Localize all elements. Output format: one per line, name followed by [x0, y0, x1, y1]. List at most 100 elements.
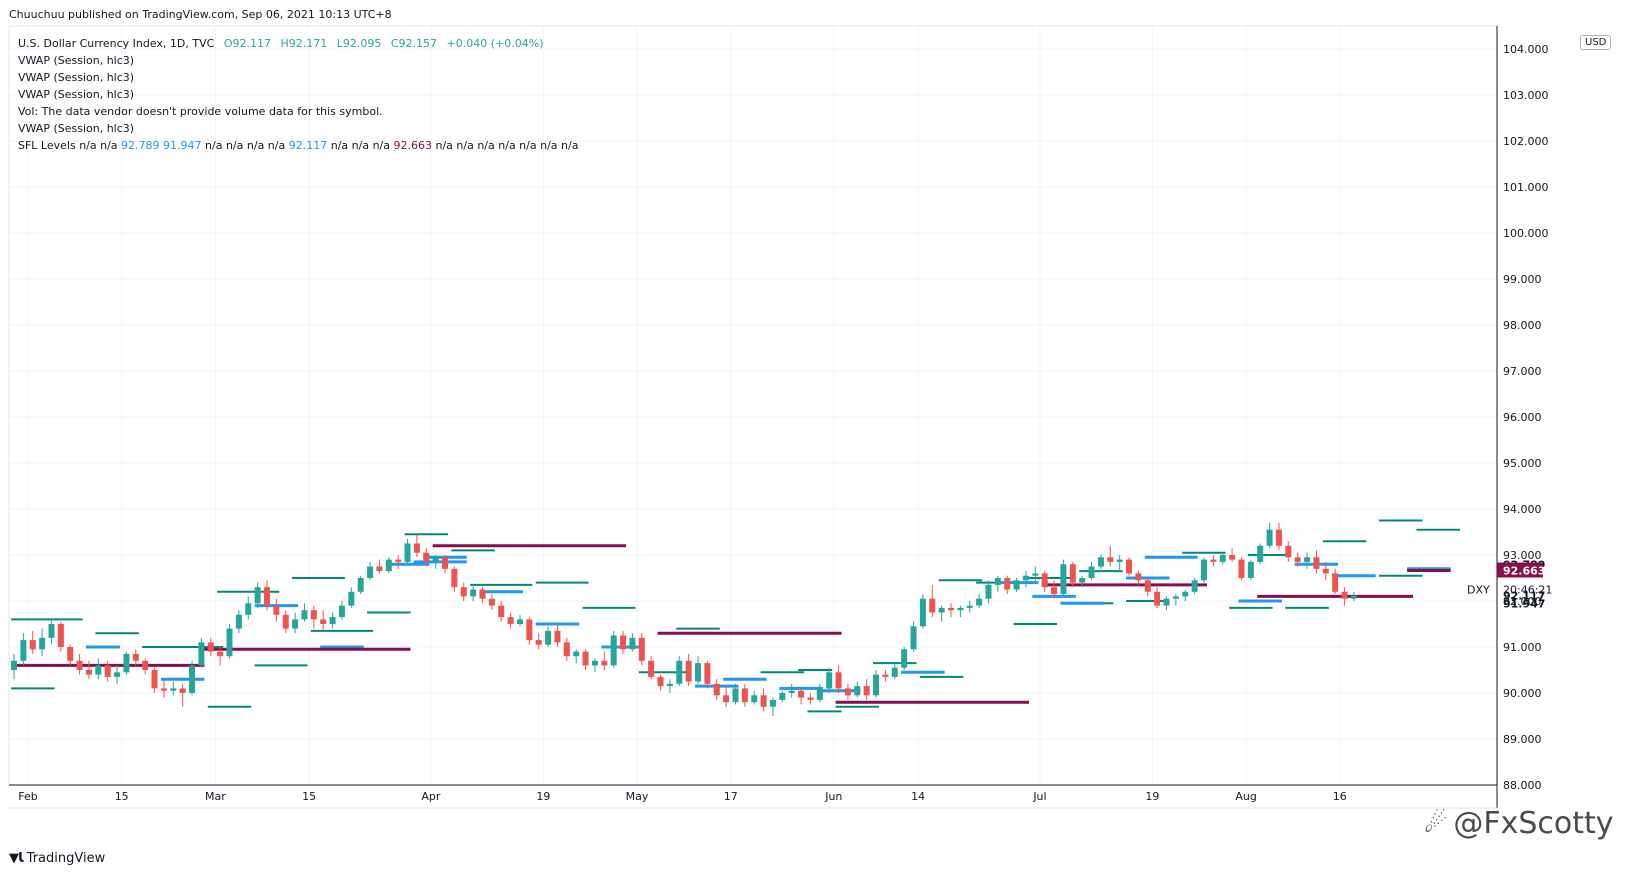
candle-body [554, 630, 561, 643]
y-tick-label: 89.000 [1503, 733, 1542, 746]
candle-body [1200, 559, 1207, 581]
sfl-value: n/a [369, 139, 390, 152]
y-tick-label: 90.000 [1503, 687, 1542, 700]
tradingview-logo[interactable]: ▼Ɩ TradingView [9, 851, 105, 866]
candle-body [1051, 587, 1058, 595]
y-tick-label: 94.000 [1503, 503, 1542, 516]
legend-vwap-4[interactable]: VWAP (Session, hlc3) [18, 122, 135, 135]
candle-body [29, 640, 36, 650]
sfl-value: n/a [536, 139, 558, 152]
x-tick-label: Jul [1032, 790, 1046, 803]
candle-body [910, 626, 917, 650]
candle-body [1088, 566, 1095, 578]
sfl-value: 92.789 [117, 139, 160, 152]
candle-body [235, 614, 242, 629]
candle-body [535, 640, 542, 645]
candle-body [57, 624, 64, 647]
candle-body [1350, 595, 1357, 599]
candle-body [976, 598, 983, 606]
candle-body [751, 695, 758, 703]
candle-body [873, 674, 880, 696]
x-tick-label: 15 [115, 790, 129, 803]
candle-body [198, 642, 205, 666]
candle-body [601, 660, 608, 666]
sfl-value: n/a [264, 139, 286, 152]
candle-body [479, 589, 486, 599]
candle-body [104, 665, 111, 677]
symbol-tag: DXY [1467, 584, 1490, 597]
x-tick-label: 14 [911, 790, 925, 803]
candle-body [282, 614, 289, 629]
publisher-line: Chuuchuu published on TradingView.com, S… [9, 8, 392, 21]
legend-vwap-3[interactable]: VWAP (Session, hlc3) [18, 88, 135, 101]
candle-body [151, 670, 158, 689]
legend-vwap-2[interactable]: VWAP (Session, hlc3) [18, 71, 135, 84]
candle-body [816, 688, 823, 700]
currency-badge[interactable]: USD [1580, 35, 1612, 50]
candle-body [1294, 557, 1301, 562]
candle-body [807, 697, 814, 700]
candle-body [1069, 564, 1076, 583]
legend-sfl-values: n/a n/a 92.789 91.947 n/a n/a n/a n/a 92… [79, 139, 578, 152]
legend-volume[interactable]: Vol: The data vendor doesn't provide vol… [18, 105, 383, 118]
candle-body [591, 660, 598, 666]
y-tick-label: 102.000 [1503, 135, 1549, 148]
candle-body [1322, 568, 1329, 574]
candle-body [76, 660, 83, 670]
y-tick-label: 99.000 [1503, 273, 1542, 286]
y-tick-label: 103.000 [1503, 89, 1549, 102]
x-tick-label: 17 [724, 790, 738, 803]
candle-body [1210, 559, 1217, 562]
watermark: ☄ @FxScotty [1424, 806, 1614, 841]
candle-body [638, 637, 645, 661]
candle-body [1341, 591, 1348, 599]
candle-body [1332, 573, 1339, 592]
candle-body [460, 587, 467, 597]
candle-body [1304, 557, 1311, 562]
candle-body [488, 598, 495, 606]
candle-body [826, 672, 833, 689]
weibo-icon: ☄ [1424, 808, 1448, 839]
candle-body [498, 605, 505, 618]
candle-body [1135, 573, 1142, 581]
candle-body [1313, 557, 1320, 569]
candle-body [769, 699, 776, 707]
candle-body [723, 695, 730, 703]
sfl-value: n/a [222, 139, 244, 152]
candle-body [11, 660, 17, 670]
legend-symbol: U.S. Dollar Currency Index, 1D, TVC [18, 37, 215, 50]
candle-body [1266, 529, 1273, 546]
candle-body [348, 591, 355, 606]
watermark-text: @FxScotty [1453, 806, 1614, 841]
y-tick-label: 95.000 [1503, 457, 1542, 470]
sfl-value: n/a [473, 139, 495, 152]
candle-body [563, 642, 570, 657]
candle-body [966, 605, 973, 608]
candle-body [1229, 555, 1236, 560]
candle-body [882, 674, 889, 677]
candle-body [367, 566, 374, 578]
legend-sfl-levels[interactable]: SFL Levels n/a n/a 92.789 91.947 n/a n/a… [18, 137, 578, 154]
candle-body [610, 635, 617, 666]
candle-body [676, 660, 683, 684]
candle-body [1004, 578, 1011, 590]
candle-body [1107, 557, 1114, 562]
legend-vwap-1[interactable]: VWAP (Session, hlc3) [18, 54, 135, 67]
candle-body [545, 630, 552, 645]
candle-body [863, 686, 870, 696]
candle-body [948, 607, 954, 611]
legend-symbol-row[interactable]: U.S. Dollar Currency Index, 1D, TVC O92.… [18, 35, 578, 52]
price-label-box [1497, 562, 1543, 578]
candle-body [67, 647, 74, 661]
candle-body [451, 568, 458, 588]
candle-body [648, 660, 655, 677]
candle-body [39, 637, 46, 650]
candle-body [263, 587, 270, 606]
candle-body [732, 688, 739, 703]
candle-body [919, 598, 926, 627]
y-tick-label: 96.000 [1503, 411, 1542, 424]
candle-body [929, 598, 936, 613]
candle-body [760, 695, 767, 707]
legend-low: L92.095 [336, 37, 382, 50]
